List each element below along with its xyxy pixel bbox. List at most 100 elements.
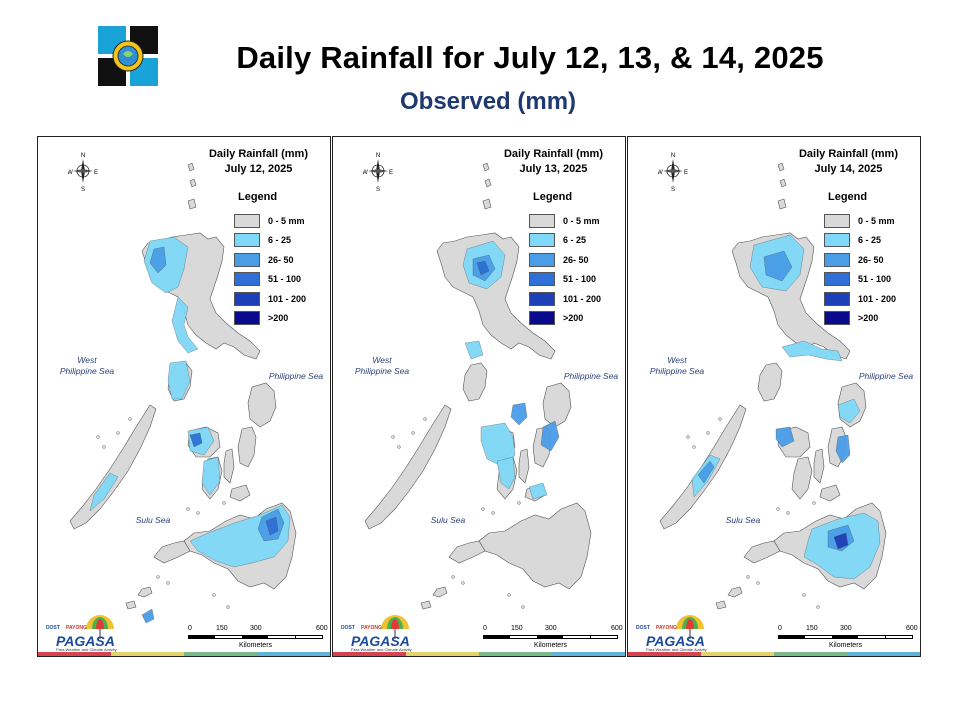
brand-name: PAGASA xyxy=(646,633,705,649)
island-bohol xyxy=(819,484,841,502)
legend-label: 0 - 5 mm xyxy=(563,215,600,226)
islet xyxy=(756,581,760,585)
islet xyxy=(212,593,216,597)
rain-patch xyxy=(835,434,851,464)
pagasa-umbrella-icon xyxy=(86,615,114,639)
rain-patch xyxy=(837,398,861,424)
islet xyxy=(517,501,521,505)
pagasa-umbrella-icon xyxy=(381,615,409,639)
brand-dost: DOST xyxy=(636,625,650,631)
pagasa-logo: DOST PAYONG PAGASA Para Weather and Climate… xyxy=(42,613,122,653)
panel-title: Daily Rainfall (mm) July 13, 2025 xyxy=(504,147,603,177)
rain-patch xyxy=(540,420,560,452)
color-stripe xyxy=(38,652,330,656)
compass-east: E xyxy=(94,170,98,176)
legend-swatch xyxy=(234,213,260,228)
sea-label-philippine: Philippine Sea xyxy=(858,371,914,381)
islet xyxy=(96,435,100,439)
islet xyxy=(816,605,820,609)
scale-tick: 300 xyxy=(545,625,557,632)
map-panel: Daily Rainfall (mm) July 12, 2025 Legend 0 … xyxy=(37,136,331,657)
islet xyxy=(156,575,160,579)
islet xyxy=(718,417,722,421)
islet xyxy=(116,431,120,435)
panel-title-text: Daily Rainfall (mm) xyxy=(208,148,308,160)
legend-swatch xyxy=(234,272,260,287)
sea-label-sulu: Sulu Sea xyxy=(725,515,761,525)
island-sulu xyxy=(420,586,448,610)
brand-tagline: Para Weather and Climate Activity xyxy=(351,647,412,652)
islet xyxy=(391,435,395,439)
brand-tagline: Para Weather and Climate Activity xyxy=(646,647,707,652)
compass-north: N xyxy=(671,153,675,159)
legend-swatch xyxy=(529,311,555,326)
legend-label: >200 xyxy=(268,313,289,324)
map-panel: Daily Rainfall (mm) July 13, 2025 Legend 0 … xyxy=(332,136,626,657)
legend-swatch xyxy=(529,252,555,267)
panel-title-text: Daily Rainfall (mm) xyxy=(798,148,898,160)
islet xyxy=(746,575,750,579)
panel-date: July 13, 2025 xyxy=(519,163,588,175)
rain-patch xyxy=(496,456,516,490)
dost-logo xyxy=(96,24,160,88)
legend-item: >200 xyxy=(824,309,896,329)
scale-tick: 300 xyxy=(250,625,262,632)
compass-north: N xyxy=(81,153,85,159)
sea-label-philippine: Philippine Sea xyxy=(563,371,619,381)
islet xyxy=(802,593,806,597)
island-mindoro xyxy=(462,362,488,402)
compass-west: W xyxy=(363,170,368,176)
legend-item: 0 - 5 mm xyxy=(234,211,306,231)
compass-south: S xyxy=(81,187,85,191)
rain-patch xyxy=(189,432,203,448)
brand-payong: PAYONG xyxy=(66,625,87,631)
legend-item: >200 xyxy=(234,309,306,329)
rain-patch xyxy=(781,340,843,362)
legend-label: 51 - 100 xyxy=(858,274,892,285)
scale-tick: 150 xyxy=(806,625,818,632)
rain-patch xyxy=(167,360,191,400)
brand-tagline: Para Weather and Climate Activity xyxy=(56,647,117,652)
rain-patch xyxy=(141,608,155,624)
islet xyxy=(166,581,170,585)
sea-label-philippine: Philippine Sea xyxy=(268,371,324,381)
legend-swatch xyxy=(824,252,850,267)
panel-date: July 12, 2025 xyxy=(224,163,293,175)
scale-tick: 300 xyxy=(840,625,852,632)
pagasa-logo: DOST PAYONG PAGASA Para Weather and Climate… xyxy=(632,613,712,653)
islet xyxy=(128,417,132,421)
compass-west: W xyxy=(68,170,73,176)
island-batanes xyxy=(187,162,197,210)
legend-label: 101 - 200 xyxy=(268,293,307,304)
legend-label: 6 - 25 xyxy=(858,235,882,246)
legend-label: 0 - 5 mm xyxy=(858,215,895,226)
legend-title: Legend xyxy=(533,191,573,203)
color-stripe xyxy=(333,652,625,656)
legend-item: 26- 50 xyxy=(234,250,306,270)
legend-label: 26- 50 xyxy=(563,254,589,265)
legend-item: 51 - 100 xyxy=(234,270,306,290)
scale-tick: 0 xyxy=(778,625,782,632)
brand-dost: DOST xyxy=(46,625,60,631)
compass-rose-icon: N S W E xyxy=(67,151,98,196)
dost-seal-icon xyxy=(96,24,160,88)
islet xyxy=(491,511,495,515)
legend-swatch xyxy=(824,291,850,306)
legend-label: 26- 50 xyxy=(858,254,884,265)
legend-swatch xyxy=(529,291,555,306)
legend-label: 26- 50 xyxy=(268,254,294,265)
compass-west: W xyxy=(658,170,663,176)
panel-title: Daily Rainfall (mm) July 12, 2025 xyxy=(209,147,308,177)
legend-swatch xyxy=(234,311,260,326)
island-sulu xyxy=(715,586,743,610)
rain-patch xyxy=(476,260,490,276)
sea-label-west: West Philippine Sea xyxy=(649,355,705,376)
legend-swatch xyxy=(824,272,850,287)
islet xyxy=(776,507,780,511)
brand-name: PAGASA xyxy=(351,633,410,649)
island-mindanao xyxy=(478,502,592,590)
rain-patch xyxy=(833,532,849,550)
rain-patch xyxy=(528,482,548,500)
island-batanes xyxy=(482,162,492,210)
compass-rose-icon: N S W E xyxy=(657,151,688,196)
